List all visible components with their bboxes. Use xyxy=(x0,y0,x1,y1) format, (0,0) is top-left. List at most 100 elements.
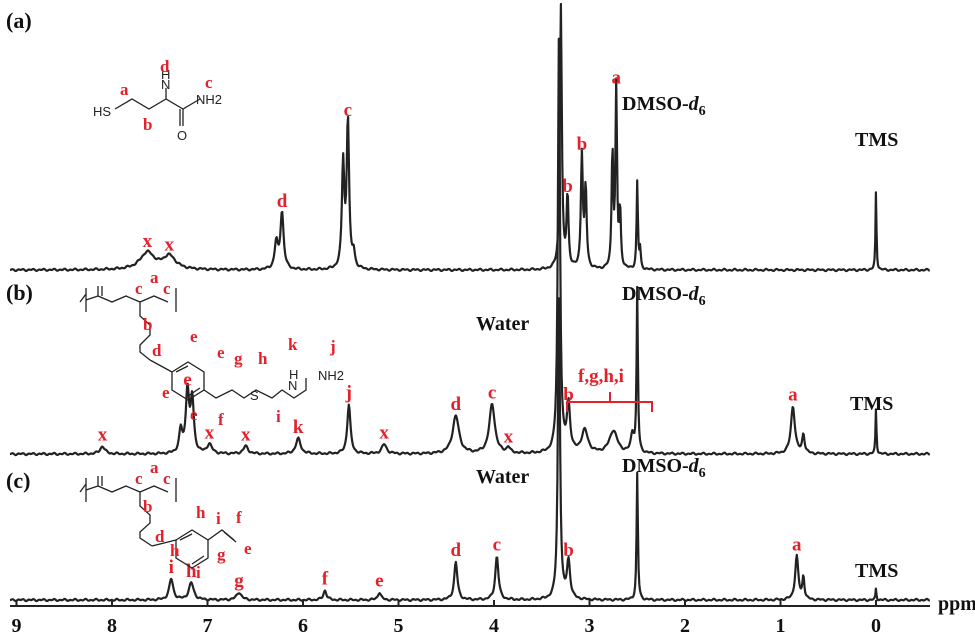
peak-label: b xyxy=(562,176,573,197)
svg-text:h: h xyxy=(258,349,268,368)
x-tick-label: 6 xyxy=(298,615,308,637)
peak-label: x xyxy=(98,424,108,445)
svg-text:e: e xyxy=(244,539,252,558)
spectrum-trace-b xyxy=(9,37,931,457)
peak-label: a xyxy=(788,385,798,406)
peak-label: g xyxy=(234,570,244,591)
peak-label: d xyxy=(277,191,288,212)
dmso-label-b: DMSO-d6 xyxy=(622,283,706,309)
peak-label: x xyxy=(165,235,175,256)
svg-text:b: b xyxy=(143,115,152,134)
svg-text:f: f xyxy=(236,508,242,527)
peak-label: j xyxy=(345,383,352,404)
svg-text:c: c xyxy=(135,279,143,298)
svg-text:c: c xyxy=(163,469,171,488)
svg-text:e: e xyxy=(217,343,225,362)
svg-text:c: c xyxy=(135,469,143,488)
x-tick-label: 7 xyxy=(203,615,213,637)
svg-text:H: H xyxy=(289,367,298,382)
peak-label: h xyxy=(186,561,197,582)
dmso-label-c: DMSO-d6 xyxy=(622,455,706,481)
svg-text:b: b xyxy=(143,497,152,516)
svg-text:d: d xyxy=(155,527,165,546)
water-label-b: Water xyxy=(476,313,529,335)
x-tick-label: 9 xyxy=(12,615,22,637)
fghi-bracket xyxy=(566,392,653,412)
tms-label-b: TMS xyxy=(850,393,893,415)
svg-text:N: N xyxy=(161,77,170,92)
svg-text:e: e xyxy=(162,383,170,402)
tms-label-a: TMS xyxy=(855,129,898,151)
x-tick-label: 0 xyxy=(871,615,881,637)
peak-label: f xyxy=(322,569,329,590)
svg-text:j: j xyxy=(329,337,336,356)
water-label-c: Water xyxy=(476,466,529,488)
svg-text:N: N xyxy=(288,378,297,393)
structure-a: HS N H O NH2 a b d c xyxy=(93,57,222,143)
peak-label: x xyxy=(241,424,251,445)
svg-text:O: O xyxy=(177,128,187,143)
svg-text:e: e xyxy=(190,327,198,346)
peak-label: b xyxy=(563,540,574,561)
peak-label: a xyxy=(792,534,802,555)
svg-text:h: h xyxy=(170,541,180,560)
peak-label: a xyxy=(611,68,621,89)
svg-text:g: g xyxy=(217,545,226,564)
tms-label-c: TMS xyxy=(855,560,898,582)
svg-text:c: c xyxy=(163,279,171,298)
peak-label: c xyxy=(488,383,496,404)
peak-label: b xyxy=(577,134,588,155)
x-tick-label: 8 xyxy=(107,615,117,637)
dmso-label-a: DMSO-d6 xyxy=(622,93,706,119)
svg-text:d: d xyxy=(152,341,162,360)
peak-label: i xyxy=(169,557,174,578)
peak-label: c xyxy=(493,534,501,555)
spectra-traces xyxy=(9,2,931,603)
structure-c: c a c b d h h i i f g e xyxy=(79,458,252,582)
peak-label: x xyxy=(379,423,389,444)
peak-label: x xyxy=(205,423,215,444)
peak-label: x xyxy=(143,231,153,252)
svg-text:a: a xyxy=(120,80,129,99)
peak-label: e xyxy=(183,369,191,390)
panel-label-c: (c) xyxy=(6,468,30,493)
peak-label: k xyxy=(293,417,304,438)
svg-text:a: a xyxy=(150,458,159,477)
peak-label: c xyxy=(344,100,352,121)
svg-text:d: d xyxy=(160,57,170,76)
panel-label-b: (b) xyxy=(6,280,33,305)
svg-text:e: e xyxy=(190,405,198,424)
svg-text:h: h xyxy=(196,503,206,522)
svg-text:i: i xyxy=(196,563,201,582)
peak-label: d xyxy=(451,540,462,561)
fghi-label: f,g,h,i xyxy=(578,366,624,387)
x-tick-label: 2 xyxy=(680,615,690,637)
structure-b: c a c b d e e e e f g h i k j S N H NH2 xyxy=(79,268,344,429)
svg-text:HS: HS xyxy=(93,104,111,119)
x-tick-label: 4 xyxy=(489,615,499,637)
panel-label-a: (a) xyxy=(6,8,32,33)
svg-text:c: c xyxy=(205,73,213,92)
svg-text:NH2: NH2 xyxy=(196,92,222,107)
x-tick-label: 3 xyxy=(585,615,595,637)
x-tick-label: 1 xyxy=(776,615,786,637)
svg-text:H: H xyxy=(161,67,170,82)
x-axis-label: ppm xyxy=(938,593,975,615)
peak-label: b xyxy=(563,385,574,406)
spectrum-trace-c xyxy=(9,297,931,603)
svg-text:i: i xyxy=(216,509,221,528)
svg-text:a: a xyxy=(150,268,159,287)
svg-text:S: S xyxy=(250,388,259,403)
svg-text:b: b xyxy=(143,315,152,334)
svg-text:i: i xyxy=(276,407,281,426)
x-tick-label: 5 xyxy=(394,615,404,637)
spectrum-trace-a xyxy=(9,2,931,273)
peak-label: e xyxy=(375,570,383,591)
svg-text:f: f xyxy=(218,410,224,429)
peak-label: x xyxy=(504,426,514,447)
svg-text:g: g xyxy=(234,349,243,368)
svg-text:NH2: NH2 xyxy=(318,368,344,383)
svg-text:k: k xyxy=(288,335,298,354)
